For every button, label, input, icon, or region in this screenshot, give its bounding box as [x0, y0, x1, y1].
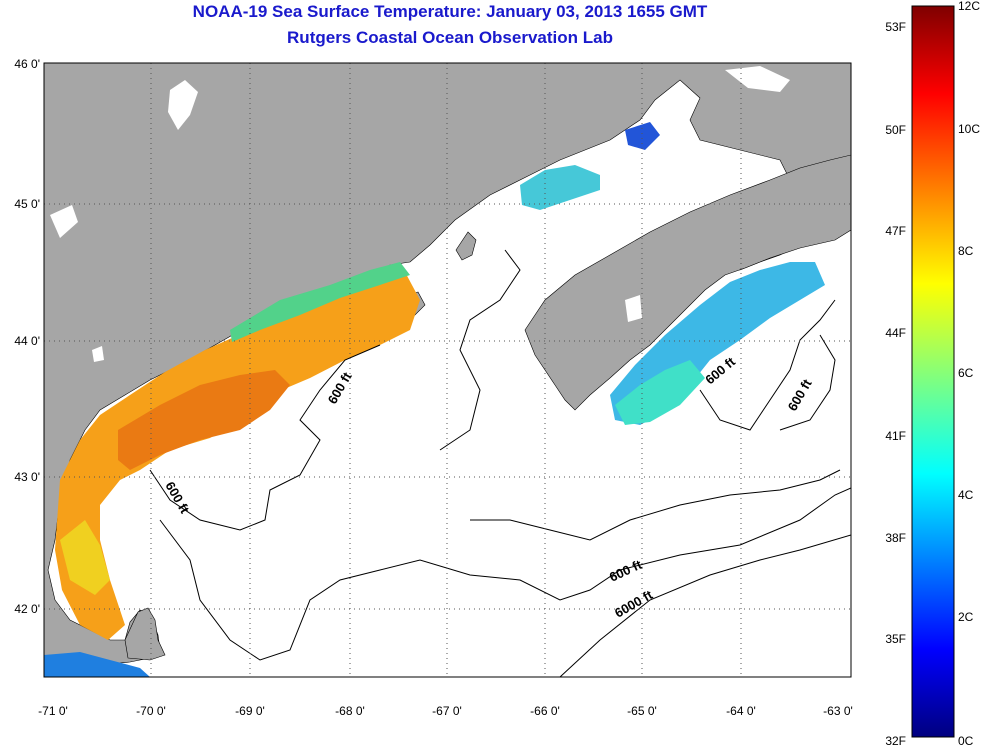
colorbar-c-label: 6C: [958, 366, 974, 380]
colorbar-c-labels: 12C 10C 8C 6C 4C 2C 0C: [958, 0, 980, 748]
colorbar-f-label: 35F: [885, 632, 906, 646]
lon-tick-label: -70 0': [136, 704, 166, 718]
lon-tick-label: -66 0': [530, 704, 560, 718]
map-frame: [43, 62, 852, 678]
colorbar-c-label: 2C: [958, 610, 974, 624]
colorbar-f-label: 50F: [885, 123, 906, 137]
colorbar-c-label: 0C: [958, 734, 974, 748]
lat-tick-label: 46 0': [14, 57, 40, 71]
lon-tick-label: -64 0': [726, 704, 756, 718]
colorbar-c-label: 10C: [958, 122, 980, 136]
lon-tick-label: -69 0': [235, 704, 265, 718]
bathymetry-contours: [149, 249, 851, 677]
sst-cold-coast: [44, 652, 150, 677]
lon-tick-label: -63 0': [823, 704, 853, 718]
sst-warm-plume: [55, 272, 420, 640]
lat-tick-label: 43 0': [14, 470, 40, 484]
lon-tick-label: -71 0': [38, 704, 68, 718]
map-title: NOAA-19 Sea Surface Temperature: January…: [192, 2, 708, 21]
land-cape-cod: [124, 607, 166, 661]
lake: [625, 295, 642, 322]
lake: [168, 80, 198, 130]
colorbar-c-label: 4C: [958, 488, 974, 502]
lat-tick-label: 44 0': [14, 334, 40, 348]
colorbar: [911, 5, 955, 738]
lon-tick-label: -67 0': [432, 704, 462, 718]
colorbar-f-label: 44F: [885, 326, 906, 340]
sst-cyan-ns: [615, 360, 705, 425]
lat-tick-label: 45 0': [14, 197, 40, 211]
lat-tick-label: 42 0': [14, 602, 40, 616]
lon-ticks: -71 0' -70 0' -69 0' -68 0' -67 0' -66 0…: [38, 704, 853, 718]
colorbar-f-label: 53F: [885, 20, 906, 34]
land-island: [455, 231, 477, 261]
sst-yellow-band: [60, 520, 110, 595]
colorbar-c-label: 12C: [958, 0, 980, 13]
colorbar-f-labels: 53F 50F 47F 44F 41F 38F 35F 32F: [885, 20, 906, 748]
sst-orange-core: [118, 370, 290, 470]
lat-ticks: 46 0' 45 0' 44 0' 43 0' 42 0': [14, 57, 40, 616]
colorbar-f-label: 41F: [885, 429, 906, 443]
map-subtitle: Rutgers Coastal Ocean Observation Lab: [287, 28, 613, 47]
sst-fundy-cold: [625, 122, 660, 150]
lake: [725, 66, 790, 92]
colorbar-f-label: 32F: [885, 734, 906, 748]
lon-tick-label: -68 0': [335, 704, 365, 718]
sst-fundy: [520, 165, 600, 210]
colorbar-f-label: 38F: [885, 531, 906, 545]
lake: [92, 346, 104, 362]
lon-tick-label: -65 0': [627, 704, 657, 718]
colorbar-f-label: 47F: [885, 224, 906, 238]
sst-green-fringe: [230, 262, 410, 342]
lake: [50, 205, 78, 238]
colorbar-c-label: 8C: [958, 244, 974, 258]
land-nova-scotia: [524, 154, 851, 411]
